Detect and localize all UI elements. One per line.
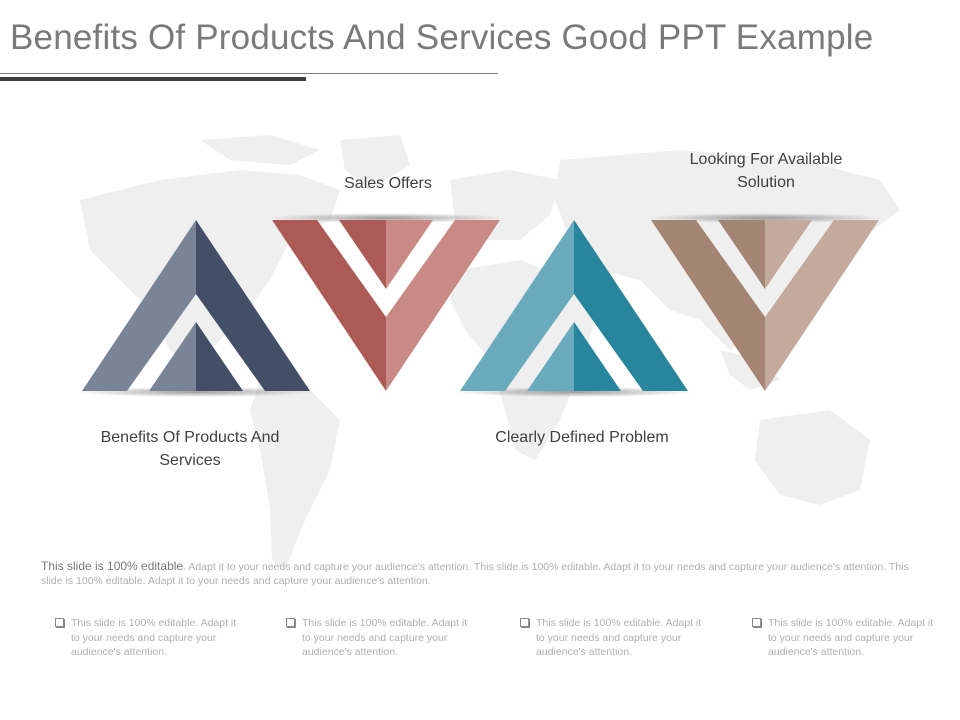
bullet-text: This slide is 100% editable. Adapt it to… <box>768 617 934 658</box>
paragraph-rest: . Adapt it to your needs and capture you… <box>41 561 909 587</box>
bullet-text: This slide is 100% editable. Adapt it to… <box>536 617 702 658</box>
bullet-item: This slide is 100% editable. Adapt it to… <box>55 616 241 660</box>
bullet-text: This slide is 100% editable. Adapt it to… <box>302 617 468 658</box>
paragraph-lead: This slide is 100% editable <box>41 559 184 573</box>
slide-title: Benefits Of Products And Services Good P… <box>10 18 874 57</box>
bullet-item: This slide is 100% editable. Adapt it to… <box>520 616 706 660</box>
looking-triangle <box>645 213 885 391</box>
label-benefits: Benefits Of Products And Services <box>100 429 280 469</box>
benefits-triangle <box>76 220 316 397</box>
label-sales-offers: Sales Offers <box>344 175 432 192</box>
checkbox-bullet-icon <box>286 618 295 627</box>
clearly-defined-triangle <box>454 220 694 397</box>
checkbox-bullet-icon <box>752 618 761 627</box>
bullet-item: This slide is 100% editable. Adapt it to… <box>752 616 938 660</box>
label-looking-for-solution: Looking For Available Solution <box>689 151 843 191</box>
sales-triangle <box>266 213 506 391</box>
bullet-text: This slide is 100% editable. Adapt it to… <box>71 617 237 658</box>
label-clearly-defined: Clearly Defined Problem <box>495 429 669 446</box>
checkbox-bullet-icon <box>520 618 529 627</box>
bullet-item: This slide is 100% editable. Adapt it to… <box>286 616 472 660</box>
description-paragraph: This slide is 100% editable. Adapt it to… <box>41 559 921 588</box>
title-underline-thin <box>0 73 498 74</box>
title-underline-thick <box>0 77 306 81</box>
checkbox-bullet-icon <box>55 618 64 627</box>
